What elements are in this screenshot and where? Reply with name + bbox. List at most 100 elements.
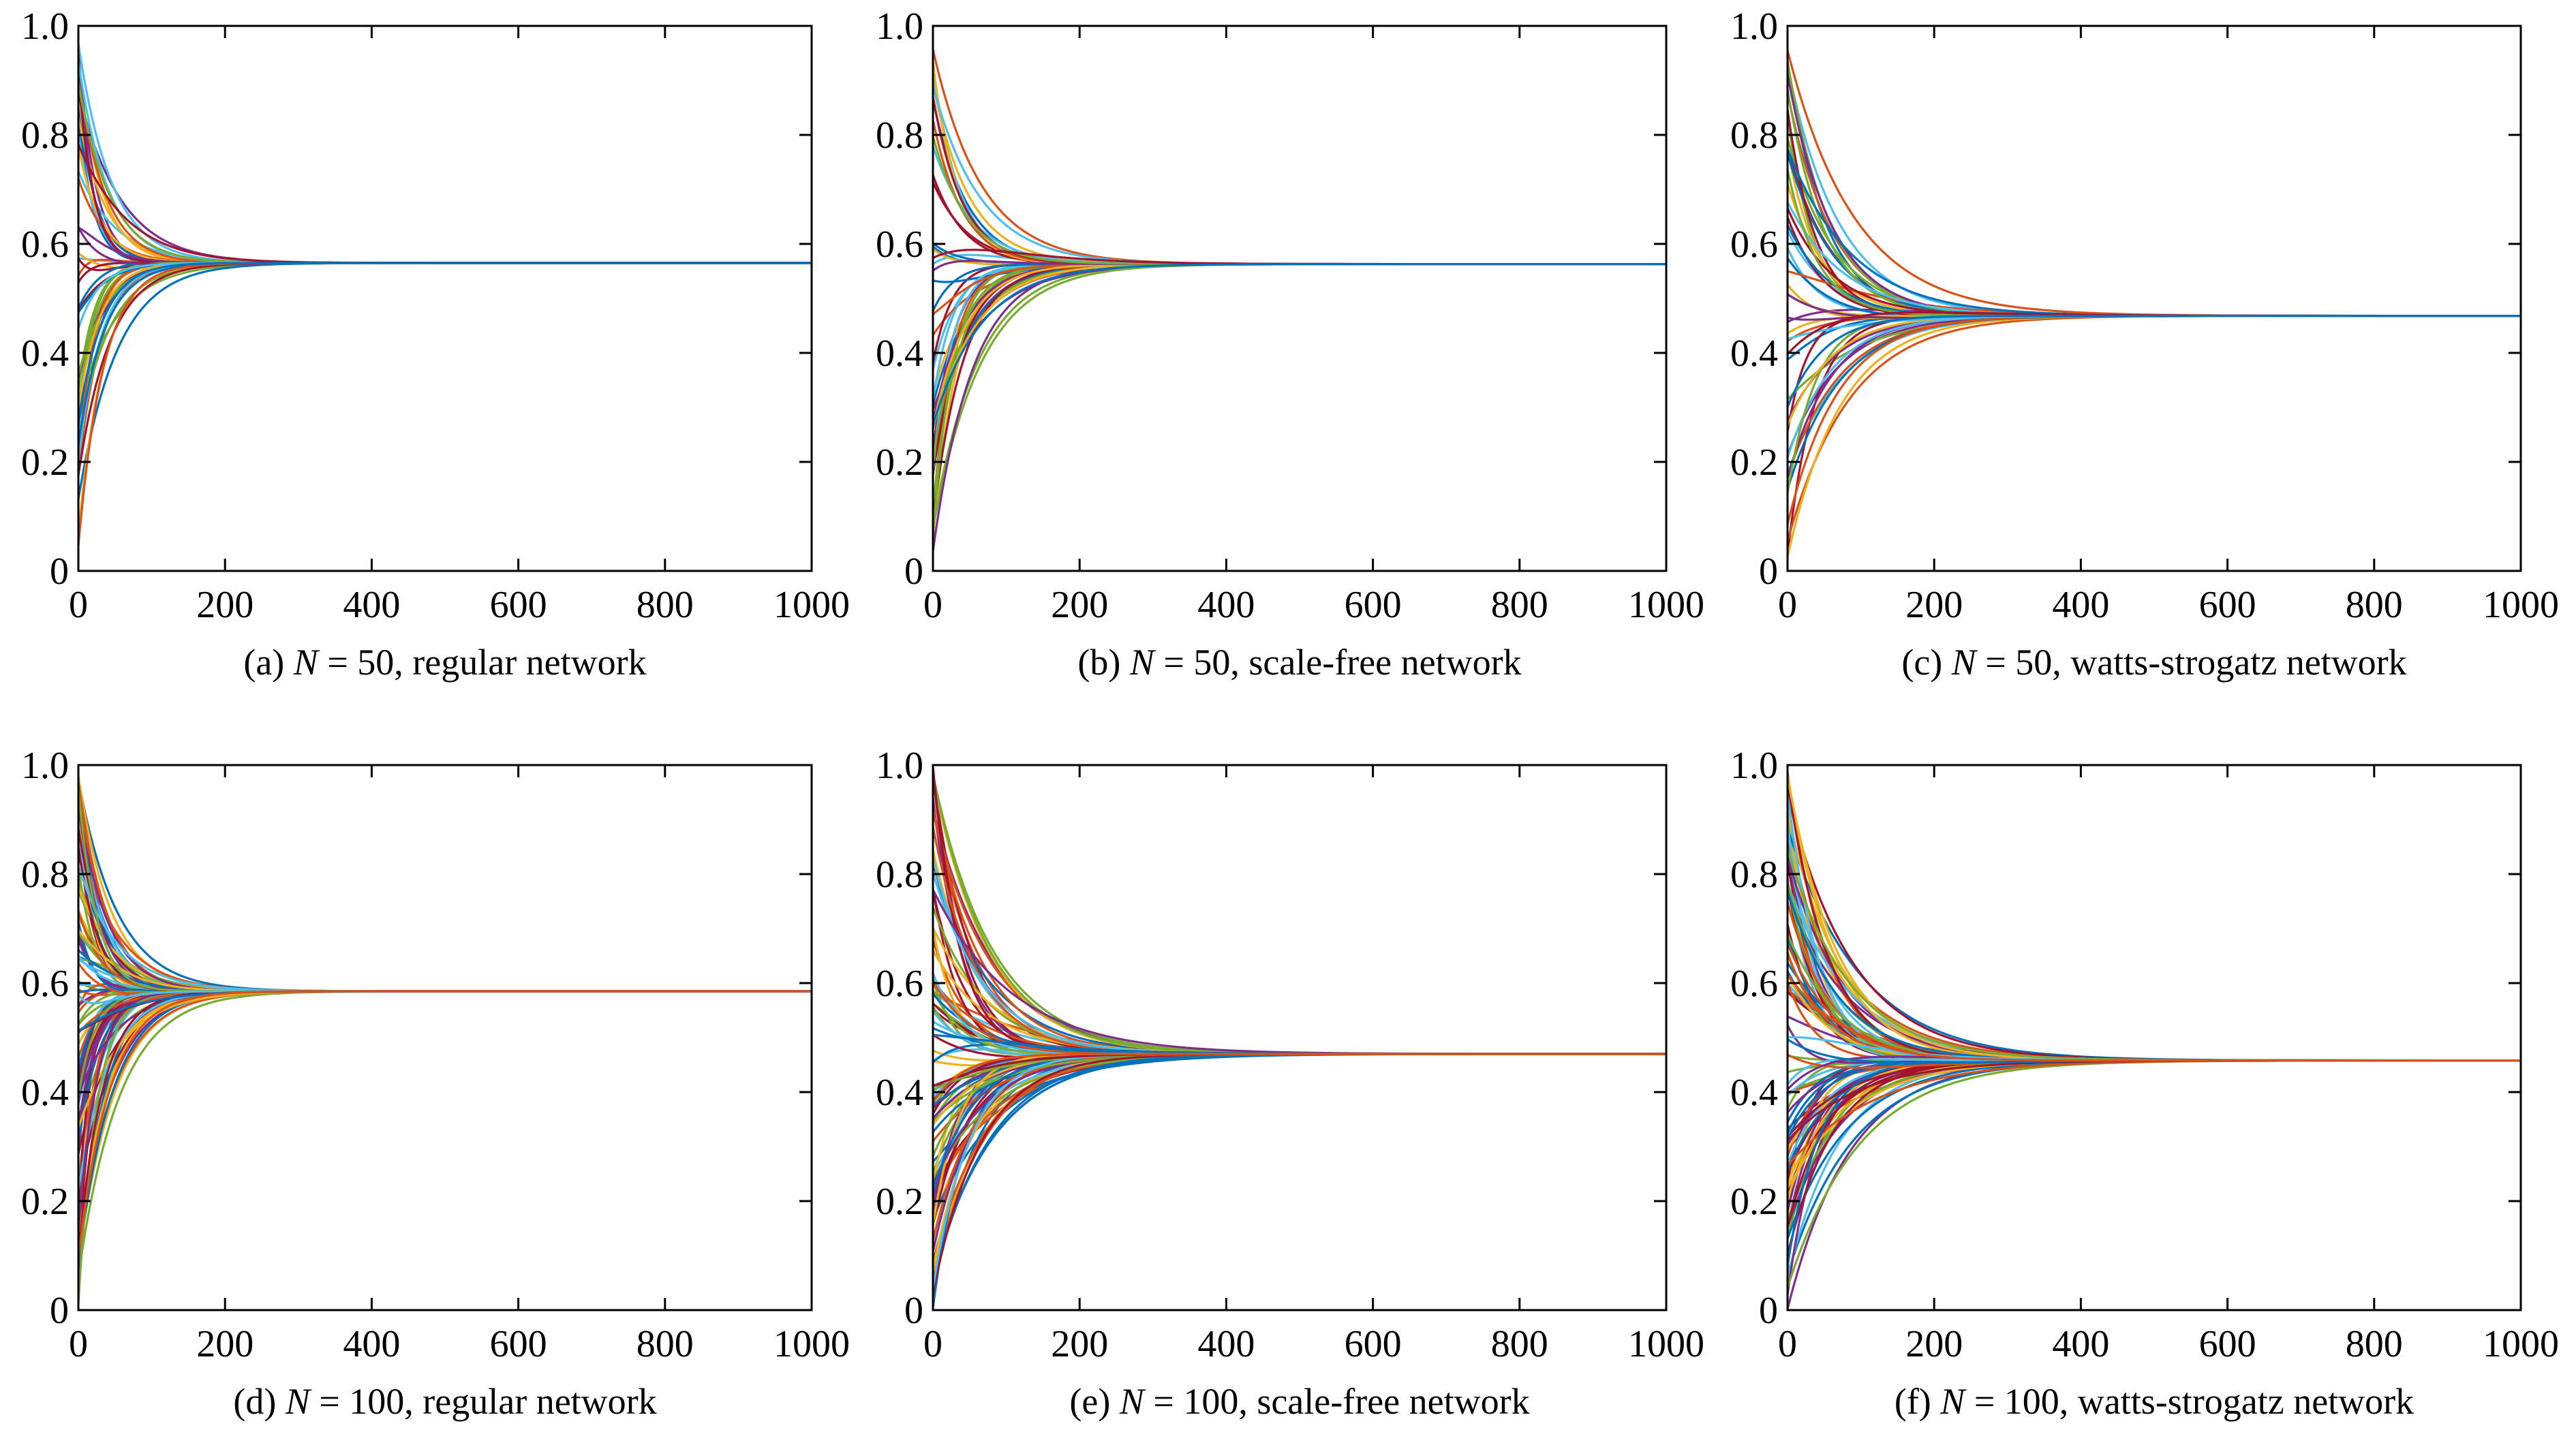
y-tick-label: 0.2 [1730,441,1778,484]
series-line [1788,1059,2521,1190]
x-tick-label: 1000 [1628,1323,1704,1365]
y-tick-label: 0.2 [1730,1181,1778,1223]
series-line [1788,61,2521,317]
series-line [1788,790,2521,1062]
series-line [78,43,812,264]
x-tick-label: 200 [196,1323,254,1365]
series-line [1788,89,2521,317]
series-line [78,262,812,313]
series-line [933,263,1666,471]
series-line [1788,886,2521,1062]
series-line [78,846,812,993]
y-tick-label: 0.6 [1730,963,1778,1005]
axes-box [77,764,813,1311]
series-line [78,828,812,993]
series-line [1788,315,2521,542]
series-line [78,788,812,993]
chart-panel-f: 0 200 400 600 800 1000 0 0.2 0.4 0.6 0.8 1.0 (f) N =… [1730,745,2559,1422]
x-tick-label: 600 [2199,584,2256,626]
series-line [933,263,1666,552]
series-line [1788,901,2521,1062]
series-line [933,85,1666,266]
caption-variable: N [1129,642,1156,683]
series-line [78,116,812,264]
series-line [933,181,1666,266]
series-line [78,990,812,1072]
caption-text: = 100, scale-free network [1144,1381,1530,1422]
series-line [78,990,812,1154]
series-line [78,812,812,993]
y-tick-label: 1.0 [1730,5,1778,48]
series-line [78,990,812,1174]
y-tick-label: 1.0 [21,745,69,787]
chart-panel-e: 0 200 400 600 800 1000 0 0.2 0.4 0.6 0.8 1.0 (e) N =… [876,745,1704,1422]
series-line [78,990,812,1102]
series-line [1788,148,2521,317]
series-line [933,808,1666,1055]
series-line [78,144,812,264]
y-tick-label: 0.8 [1730,114,1778,157]
series-line [78,262,812,461]
x-tick-label: 1000 [2483,584,2559,626]
series-line [78,990,812,1106]
series-line [1788,943,2521,1062]
series-line [1788,315,2521,490]
series-line [78,990,812,1190]
series-line [933,263,1666,401]
x-tick-label: 800 [637,584,694,626]
y-tick-label: 0.4 [1730,1072,1778,1114]
x-tick-label: 800 [2346,1323,2403,1365]
x-tick-label: 200 [196,584,254,626]
series-line [78,989,812,1095]
series-line [78,990,812,1207]
series-line [933,136,1666,266]
series-group [1788,50,2521,557]
series-line [78,812,812,993]
series-line [78,990,812,1196]
x-tick-label: 200 [1905,584,1963,626]
y-tick-label: 0.2 [21,1181,69,1223]
x-tick-label: 600 [1345,584,1402,626]
series-line [1788,1059,2521,1278]
series-line [78,80,812,264]
series-line [933,263,1666,426]
series-line [1788,772,2521,1062]
series-line [933,950,1666,1055]
axes-box [1786,25,2522,572]
y-tick-label: 0.4 [876,332,923,375]
y-tick-label: 0.6 [876,223,923,266]
x-tick-label: 1000 [1628,584,1704,626]
y-tick-label: 1.0 [876,5,923,48]
series-line [78,866,812,993]
series-line [933,71,1666,266]
x-tick-label: 0 [69,584,88,626]
y-tick-label: 1.0 [21,5,69,48]
series-line [78,815,812,993]
y-tick-label: 0.2 [876,441,923,484]
series-line [933,809,1666,1055]
x-tick-label: 600 [1345,1323,1402,1365]
caption-variable: N [1119,1381,1146,1422]
series-line [78,262,812,391]
y-tick-label: 0.2 [876,1181,923,1223]
series-line [78,262,812,460]
panel-caption: (f) N = 100, watts-strogatz network [1895,1381,2414,1422]
axes-box [932,764,1668,1311]
series-line [78,990,812,1230]
series-line [78,990,812,1287]
y-tick-label: 0.6 [876,963,923,1005]
series-line [933,1053,1666,1289]
series-line [78,804,812,993]
chart-panel-d: 0 200 400 600 800 1000 0 0.2 0.4 0.6 0.8 1.0 (d) N =… [21,745,850,1422]
caption-label: (d) [233,1381,285,1422]
series-line [78,132,812,264]
series-line [933,889,1666,1055]
series-line [78,990,812,1258]
series-line [78,781,812,993]
x-tick-label: 800 [1491,584,1548,626]
x-tick-label: 800 [2346,584,2403,626]
y-tick-label: 0.2 [21,441,69,484]
series-line [933,84,1666,266]
series-line [78,262,812,383]
